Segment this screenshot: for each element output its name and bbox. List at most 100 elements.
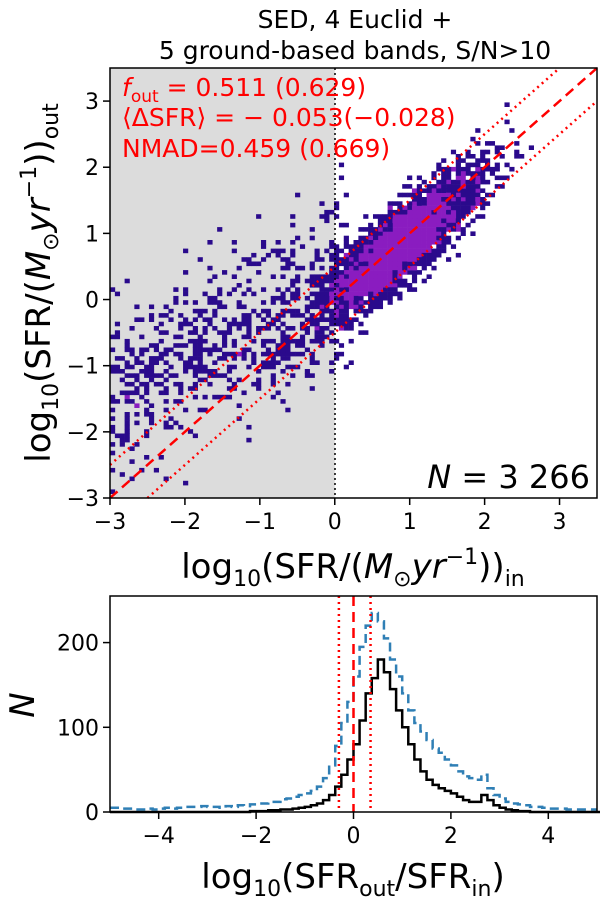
- density-pixel: [407, 201, 413, 206]
- density-pixel: [280, 313, 286, 318]
- density-pixel: [236, 300, 242, 305]
- hist-blue-dashed: [110, 611, 597, 811]
- density-pixel: [397, 222, 403, 228]
- density-pixel: [319, 300, 325, 305]
- density-pixel: [338, 317, 345, 322]
- density-pixel: [231, 381, 237, 387]
- density-pixel: [217, 291, 223, 297]
- density-pixel: [124, 416, 130, 421]
- density-pixel: [343, 304, 349, 310]
- density-pixel: [187, 356, 194, 361]
- density-pixel: [226, 377, 233, 383]
- density-pixel: [178, 424, 184, 430]
- density-pixel: [392, 252, 398, 258]
- density-pixel: [324, 300, 330, 305]
- density-pixel: [411, 270, 418, 275]
- density-pixel: [382, 270, 388, 275]
- density-pixel: [212, 308, 218, 314]
- density-pixel: [465, 222, 471, 228]
- density-pixel: [241, 317, 247, 322]
- density-pixel: [480, 214, 486, 219]
- density-pixel: [382, 252, 388, 258]
- density-pixel: [285, 338, 291, 344]
- density-pixel: [236, 283, 242, 288]
- density-pixel: [295, 192, 301, 198]
- density-pixel: [368, 287, 374, 292]
- density-pixel: [387, 205, 393, 211]
- density-pixel: [455, 197, 461, 202]
- density-pixel: [372, 274, 379, 279]
- density-pixel: [290, 308, 296, 314]
- density-pixel: [480, 149, 486, 155]
- density-pixel: [382, 235, 388, 241]
- density-pixel: [338, 222, 345, 228]
- density-pixel: [163, 476, 169, 482]
- density-pixel: [460, 209, 466, 215]
- density-pixel: [124, 278, 130, 284]
- density-pixel: [290, 278, 296, 284]
- density-pixel: [450, 179, 457, 185]
- density-pixel: [338, 283, 345, 288]
- density-pixel: [455, 179, 461, 185]
- density-pixel: [260, 257, 267, 262]
- density-pixel: [222, 373, 228, 378]
- density-pixel: [343, 364, 349, 370]
- density-pixel: [236, 403, 242, 408]
- density-pixel: [455, 209, 461, 215]
- density-pixel: [251, 356, 257, 361]
- density-pixel: [231, 321, 237, 327]
- density-pixel: [436, 192, 442, 198]
- density-pixel: [197, 257, 203, 262]
- density-pixel: [421, 222, 427, 228]
- density-pixel: [231, 317, 237, 322]
- density-pixel: [509, 166, 515, 172]
- density-pixel: [114, 334, 121, 340]
- density-pixel: [275, 240, 281, 245]
- density-pixel: [178, 351, 184, 357]
- density-pixel: [314, 321, 320, 327]
- density-pixel: [460, 171, 466, 176]
- density-pixel: [129, 347, 135, 353]
- density-pixel: [450, 209, 457, 215]
- density-pixel: [358, 257, 364, 262]
- density-pixel: [450, 192, 457, 198]
- density-pixel: [392, 209, 398, 215]
- density-pixel: [265, 326, 272, 331]
- density-pixel: [285, 257, 291, 262]
- density-pixel: [158, 373, 164, 378]
- density-pixel: [377, 278, 384, 284]
- density-pixel: [368, 240, 374, 245]
- density-pixel: [222, 334, 228, 340]
- n-count: N = 3 266: [427, 458, 590, 496]
- density-pixel: [334, 287, 340, 292]
- y-tick-label: 2: [85, 156, 99, 181]
- density-pixel: [187, 429, 194, 434]
- density-pixel: [270, 274, 276, 279]
- top-x-axis-label: log10(SFR/(M⊙yr−1))in: [181, 545, 525, 592]
- density-pixel: [158, 351, 164, 357]
- density-pixel: [407, 227, 413, 232]
- density-pixel: [358, 261, 364, 267]
- density-pixel: [377, 270, 384, 275]
- density-pixel: [285, 343, 291, 348]
- density-pixel: [124, 360, 130, 365]
- density-pixel: [324, 278, 330, 284]
- density-pixel: [480, 205, 486, 211]
- density-pixel: [426, 257, 432, 262]
- density-pixel: [187, 360, 194, 365]
- density-pixel: [260, 338, 267, 344]
- density-pixel: [377, 214, 384, 219]
- top-y-axis-label: log10(SFR/(M⊙yr−1))out: [17, 103, 64, 463]
- density-pixel: [484, 141, 491, 146]
- density-pixel: [465, 192, 471, 198]
- density-pixel: [392, 227, 398, 232]
- density-pixel: [402, 278, 408, 284]
- density-pixel: [119, 390, 125, 396]
- density-pixel: [158, 330, 164, 335]
- density-pixel: [202, 394, 208, 400]
- density-pixel: [217, 347, 223, 353]
- density-pixel: [431, 192, 437, 198]
- density-pixel: [148, 377, 155, 383]
- density-pixel: [397, 252, 403, 258]
- density-pixel: [314, 334, 320, 340]
